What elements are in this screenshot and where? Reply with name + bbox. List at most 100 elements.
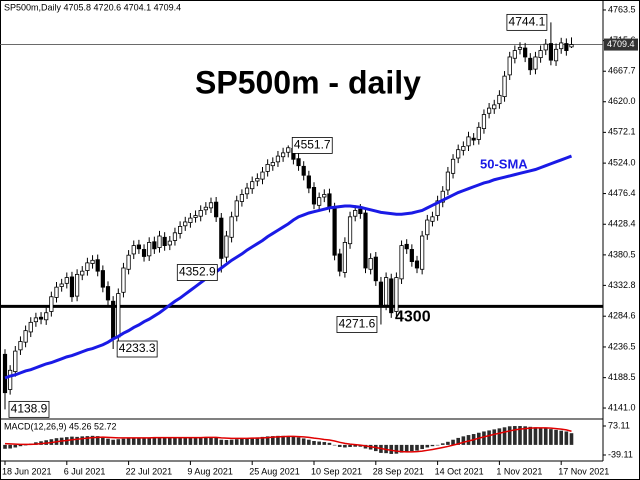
macd-bar xyxy=(533,427,538,445)
candle-body xyxy=(49,296,54,312)
candle-body xyxy=(13,350,18,372)
macd-bar xyxy=(456,437,460,445)
annotation-label: 4271.6 xyxy=(339,317,376,331)
macd-bar xyxy=(245,438,249,445)
candle-body xyxy=(425,219,430,236)
candle-body xyxy=(296,158,301,167)
candle-body xyxy=(8,369,13,390)
candle-body xyxy=(193,215,198,218)
macd-bar xyxy=(394,444,399,454)
x-tick-label: 25 Aug 2021 xyxy=(249,466,300,476)
macd-bar xyxy=(549,429,553,445)
macd-bar xyxy=(518,426,522,445)
macd-bar xyxy=(147,437,151,445)
candle-body xyxy=(420,235,425,270)
candle-body xyxy=(528,57,533,71)
candle-body xyxy=(111,300,116,339)
macd-bar xyxy=(281,435,285,445)
macd-bar xyxy=(18,444,23,447)
candle-body xyxy=(322,194,327,198)
macd-bar xyxy=(188,437,193,445)
candle-body xyxy=(229,216,234,238)
candle-body xyxy=(116,293,121,338)
candle-body xyxy=(327,193,332,208)
candle-body xyxy=(239,194,244,202)
candle-body xyxy=(162,236,167,247)
candle-body xyxy=(373,256,378,282)
candle-body xyxy=(311,187,317,205)
macd-bar xyxy=(466,435,471,445)
macd-bar xyxy=(363,444,368,449)
macd-bar xyxy=(95,436,100,445)
candle-body xyxy=(430,216,435,222)
y-tick-label: 4476.4 xyxy=(608,188,636,198)
candle-body xyxy=(486,107,492,114)
x-tick-label: 18 Jun 2021 xyxy=(2,466,52,476)
y-tick-label: 4188.5 xyxy=(608,372,636,382)
y-tick-label: 4667.7 xyxy=(608,66,636,76)
candle-body xyxy=(250,181,255,190)
candle-body xyxy=(121,267,126,293)
candle-body xyxy=(219,217,224,259)
price-tag-label: 4709.4 xyxy=(607,39,635,49)
macd-bar xyxy=(404,444,409,452)
candle-body xyxy=(44,312,49,321)
macd-bar xyxy=(271,436,275,445)
candle-body xyxy=(553,48,559,62)
candle-body xyxy=(69,276,75,298)
candle-body xyxy=(224,235,229,258)
y-tick-label: 4332.8 xyxy=(608,280,636,290)
candle-body xyxy=(564,43,569,51)
macd-bar xyxy=(75,436,79,445)
macd-bar xyxy=(440,443,445,445)
macd-bar xyxy=(286,436,291,445)
macd-bar xyxy=(312,441,316,445)
annotation-label: 4138.9 xyxy=(11,402,48,416)
candle-body xyxy=(90,259,95,264)
annotation-label: 4744.1 xyxy=(509,15,546,29)
macd-bar xyxy=(513,426,517,445)
candle-body xyxy=(260,171,265,180)
macd-bar xyxy=(126,438,131,445)
macd-bar xyxy=(317,441,321,445)
candle-body xyxy=(177,226,183,234)
macd-bar xyxy=(276,435,280,445)
candle-body xyxy=(378,281,384,307)
annotation-box xyxy=(176,264,218,281)
macd-bar xyxy=(250,437,254,445)
macd-bar xyxy=(111,439,115,445)
candle-body xyxy=(414,260,420,269)
candle-body xyxy=(80,270,85,276)
y-tick-label: 4284.6 xyxy=(608,311,636,321)
annotation-label: 4551.7 xyxy=(294,138,331,152)
macd-bar xyxy=(296,437,301,445)
macd-bar xyxy=(101,437,105,445)
candle-body xyxy=(466,136,471,147)
x-tick-label: 10 Sep 2021 xyxy=(311,466,362,476)
macd-bar xyxy=(23,444,28,446)
annotation-box xyxy=(336,316,378,333)
macd-bar xyxy=(157,437,162,445)
macd-bar xyxy=(240,438,244,445)
macd-bar xyxy=(90,435,95,445)
candle-body xyxy=(214,201,219,218)
macd-bar xyxy=(430,444,435,447)
macd-bar xyxy=(497,428,502,445)
y-tick-label: 4380.5 xyxy=(608,249,636,259)
candle-body xyxy=(152,241,157,250)
x-tick-label: 22 Jul 2021 xyxy=(126,466,173,476)
candle-body xyxy=(286,147,291,153)
candle-body xyxy=(188,217,193,223)
candle-body xyxy=(435,200,440,216)
candle-body xyxy=(332,207,337,256)
candle-body xyxy=(18,341,23,351)
candle-body xyxy=(172,232,178,241)
candle-body xyxy=(28,321,33,333)
macd-bar xyxy=(142,437,146,445)
macd-bar xyxy=(224,439,229,445)
macd-bar xyxy=(307,439,311,445)
candle-body xyxy=(317,197,322,206)
candle-body xyxy=(183,221,188,227)
macd-bar xyxy=(461,436,466,445)
